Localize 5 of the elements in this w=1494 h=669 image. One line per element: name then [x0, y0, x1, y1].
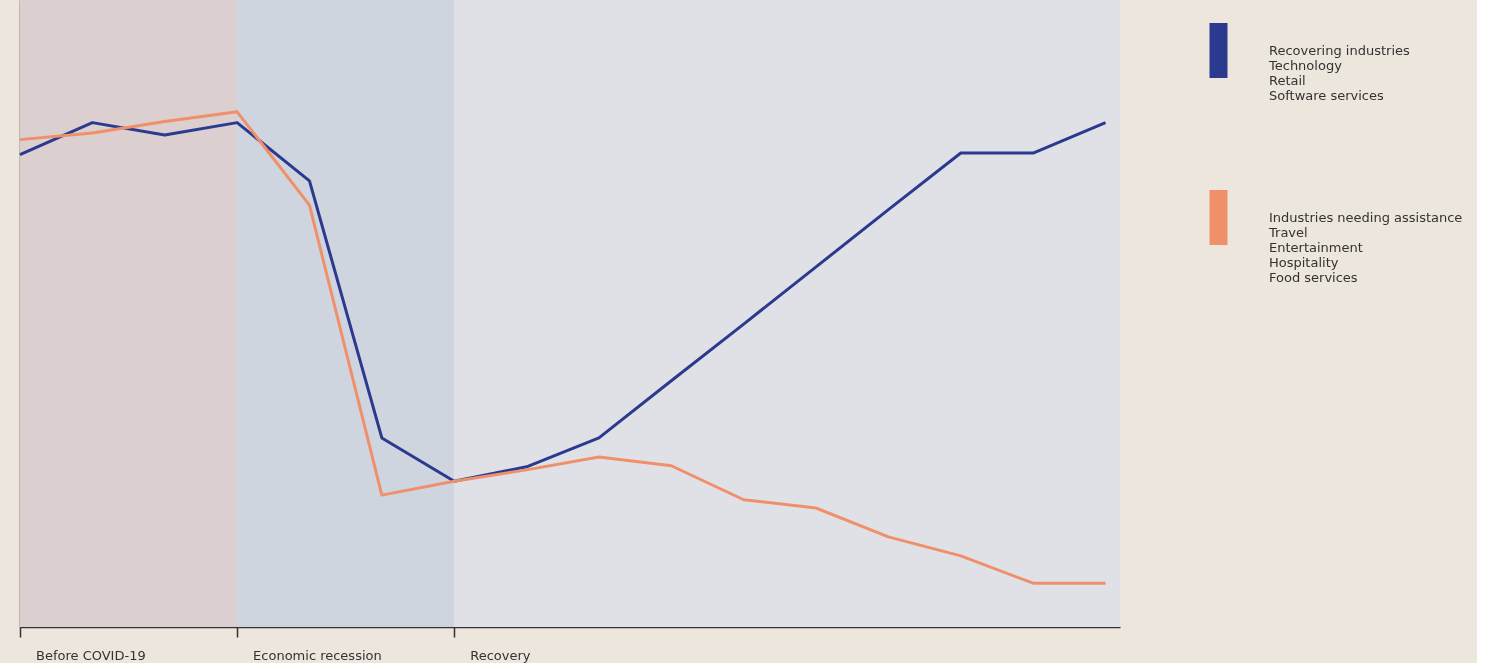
text: Economic recession [253, 648, 382, 663]
text: Before COVID-19 [36, 648, 146, 663]
text: Recovering industries Technology Retail Software services [1268, 42, 1410, 103]
text: Industries needing assistance Travel Entertainment Hospitality Food services [1268, 209, 1463, 285]
text: Recovery [470, 648, 531, 663]
